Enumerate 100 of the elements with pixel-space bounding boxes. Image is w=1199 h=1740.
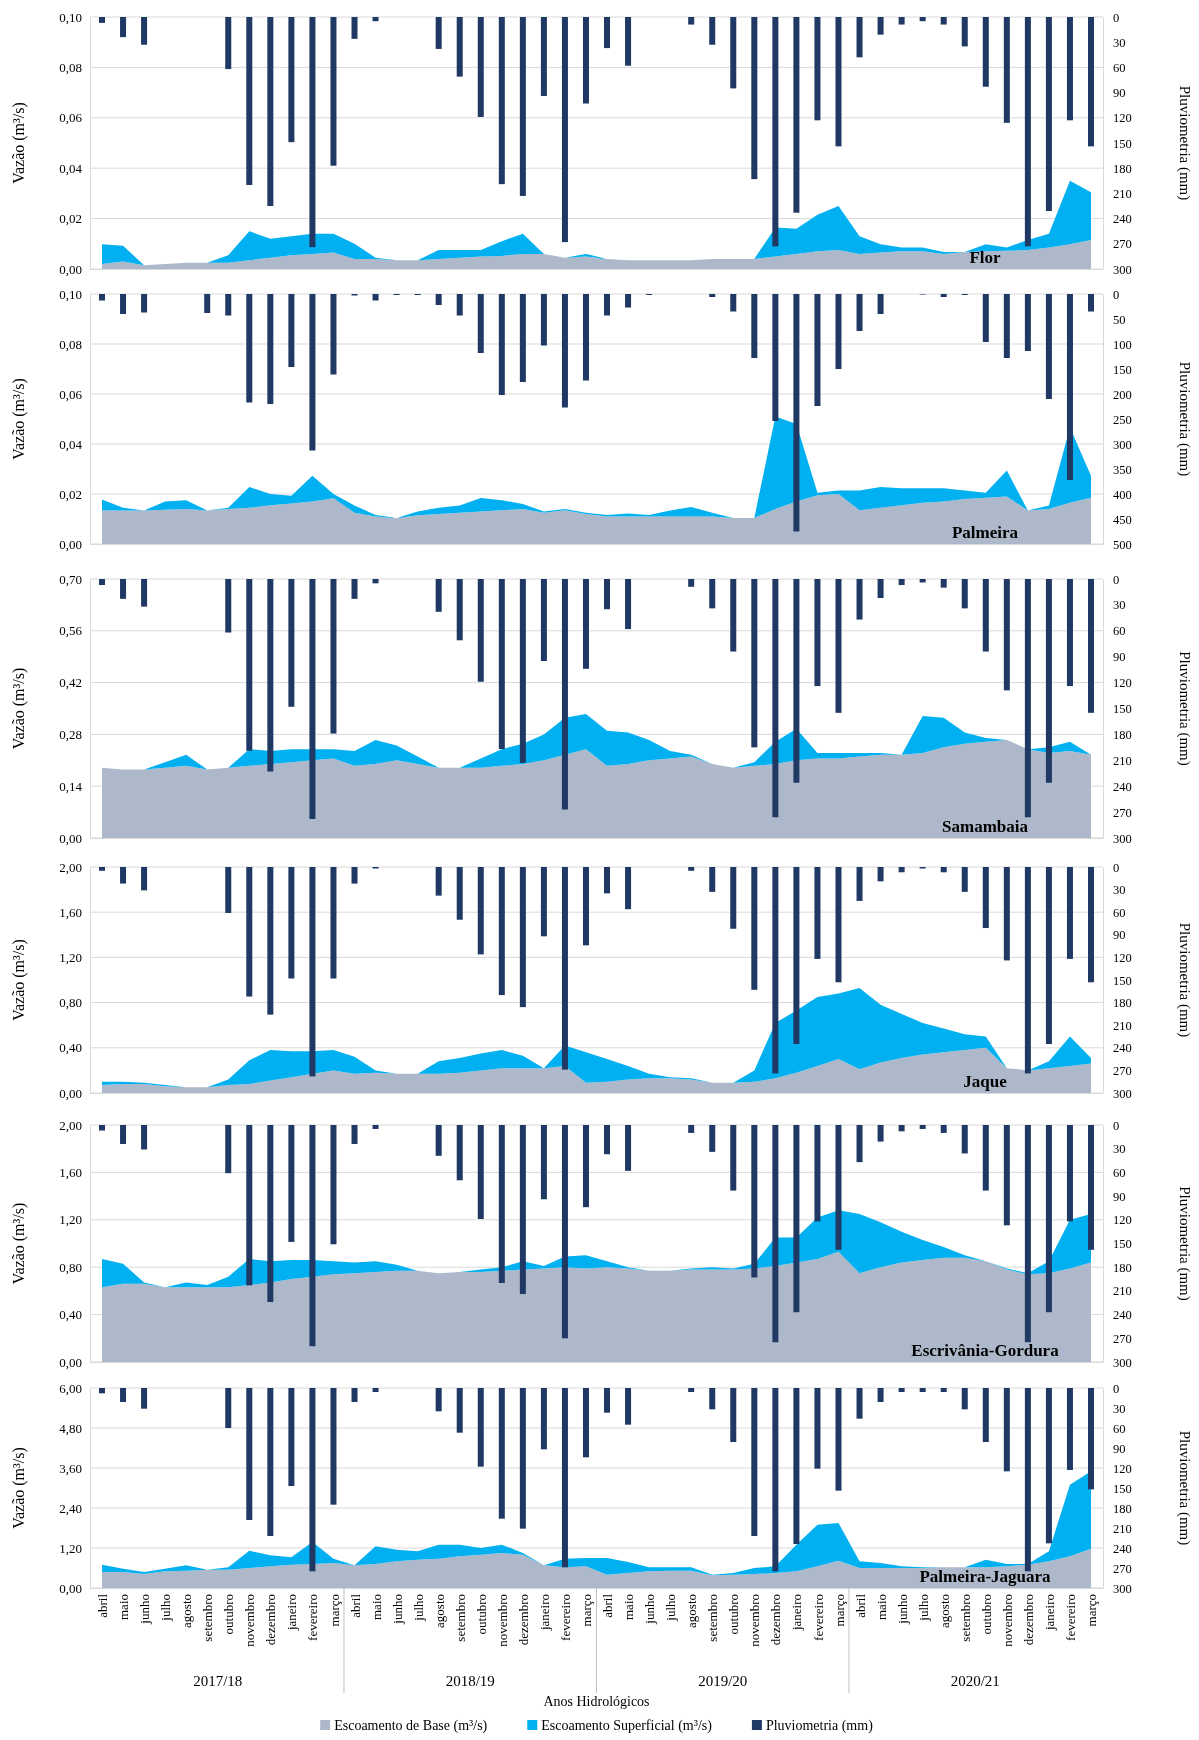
y2-tick-label: 150	[1113, 702, 1132, 716]
y2-tick-label: 150	[1113, 1481, 1132, 1496]
bar	[561, 17, 568, 243]
bar	[99, 1125, 105, 1131]
bar	[1066, 294, 1073, 480]
bar	[330, 294, 337, 375]
bar	[498, 1125, 505, 1283]
bar	[814, 17, 821, 121]
bar	[141, 294, 148, 313]
y-tick-label: 0,80	[59, 995, 82, 1011]
bar	[288, 579, 295, 707]
x-tick-label: janeiro	[536, 1594, 552, 1632]
bar	[498, 17, 505, 185]
bar	[477, 579, 484, 682]
y2-tick-label: 250	[1113, 412, 1132, 427]
y2-tick-label: 200	[1113, 387, 1132, 402]
bar	[498, 294, 505, 395]
x-tick-label: junho	[389, 1594, 405, 1625]
x-tick-label: maio	[873, 1594, 889, 1620]
bar	[435, 1388, 442, 1412]
y2-tick-label: 60	[1113, 624, 1126, 639]
x-tick-label: agosto	[179, 1594, 195, 1628]
y2-tick-label: 270	[1113, 1063, 1132, 1078]
y-tick-label: 1,60	[59, 1165, 82, 1181]
bar	[877, 294, 884, 314]
bar	[1045, 1388, 1052, 1544]
bar	[1045, 17, 1052, 212]
bar	[940, 1388, 947, 1392]
y2-axis-title: Pluviometria (mm)	[1176, 651, 1193, 766]
y2-tick-label: 150	[1113, 1237, 1132, 1251]
x-tick-label: agosto	[684, 1594, 700, 1628]
bar	[120, 294, 127, 314]
bar	[730, 1388, 737, 1442]
bar	[625, 17, 632, 66]
bar	[225, 867, 232, 913]
x-tick-label: dezembro	[515, 1594, 531, 1646]
y-tick-label: 0,40	[59, 1040, 82, 1056]
bar	[267, 867, 274, 1015]
bar	[814, 294, 821, 406]
bar	[1088, 579, 1094, 713]
y-tick-label: 0,56	[59, 623, 83, 639]
bar	[730, 294, 737, 312]
bar	[267, 294, 274, 404]
bar	[604, 579, 611, 610]
bar	[330, 867, 337, 979]
bar	[835, 17, 842, 147]
bar	[561, 1125, 568, 1339]
bar	[372, 294, 379, 301]
bar	[919, 1125, 926, 1129]
x-tick-label: outubro	[221, 1594, 237, 1635]
bar	[877, 579, 884, 598]
y-tick-label: 4,80	[59, 1420, 82, 1436]
y2-tick-label: 60	[1113, 905, 1126, 920]
bar	[940, 1125, 947, 1133]
y2-tick-label: 210	[1113, 1521, 1132, 1536]
bar	[477, 1125, 484, 1220]
x-axis-title: Anos Hidrológicos	[543, 1694, 650, 1709]
bar	[751, 17, 758, 180]
x-tick-label: abril	[347, 1593, 363, 1618]
y2-axis-title: Pluviometria (mm)	[1176, 1186, 1193, 1301]
bar	[456, 579, 463, 641]
y2-tick-label: 120	[1113, 111, 1132, 126]
y-tick-label: 0,00	[59, 261, 82, 277]
bar	[519, 17, 526, 196]
bar	[814, 1388, 821, 1469]
text: Escrivânia-Gordura	[911, 1341, 1060, 1360]
bar	[288, 1388, 295, 1486]
text: Palmeira-Jaguara	[919, 1567, 1052, 1586]
bar	[625, 867, 632, 910]
x-tick-label: julho	[663, 1594, 679, 1622]
bar	[1003, 579, 1010, 691]
y-tick-label: 0,80	[59, 1259, 82, 1275]
bar	[267, 1125, 274, 1302]
bar	[561, 579, 568, 810]
bar	[498, 579, 505, 750]
x-tick-label: outubro	[473, 1594, 489, 1635]
bar	[1024, 1125, 1031, 1343]
x-tick-label: março	[831, 1594, 847, 1627]
bar	[120, 17, 127, 38]
bar	[1003, 867, 1010, 961]
bar	[288, 867, 295, 979]
bar	[99, 17, 105, 23]
bar	[1088, 17, 1094, 147]
bar	[751, 579, 758, 748]
bar	[835, 1125, 842, 1250]
bar	[1024, 294, 1031, 351]
x-tick-label: novembro	[242, 1594, 258, 1647]
bar	[309, 1388, 316, 1572]
bar	[120, 1125, 127, 1144]
bar	[246, 17, 253, 185]
y2-tick-label: 60	[1113, 60, 1126, 75]
bar	[1088, 1125, 1094, 1250]
y-axis-title: Vazão (m³/s)	[10, 1202, 28, 1285]
bar	[898, 1388, 905, 1392]
bar	[120, 579, 127, 599]
y-tick-label: 1,20	[59, 1212, 82, 1228]
y2-tick-label: 0	[1113, 10, 1120, 25]
y-tick-label: 0,00	[59, 1085, 82, 1101]
legend-label: Pluviometria (mm)	[765, 1718, 874, 1734]
bar	[814, 867, 821, 959]
